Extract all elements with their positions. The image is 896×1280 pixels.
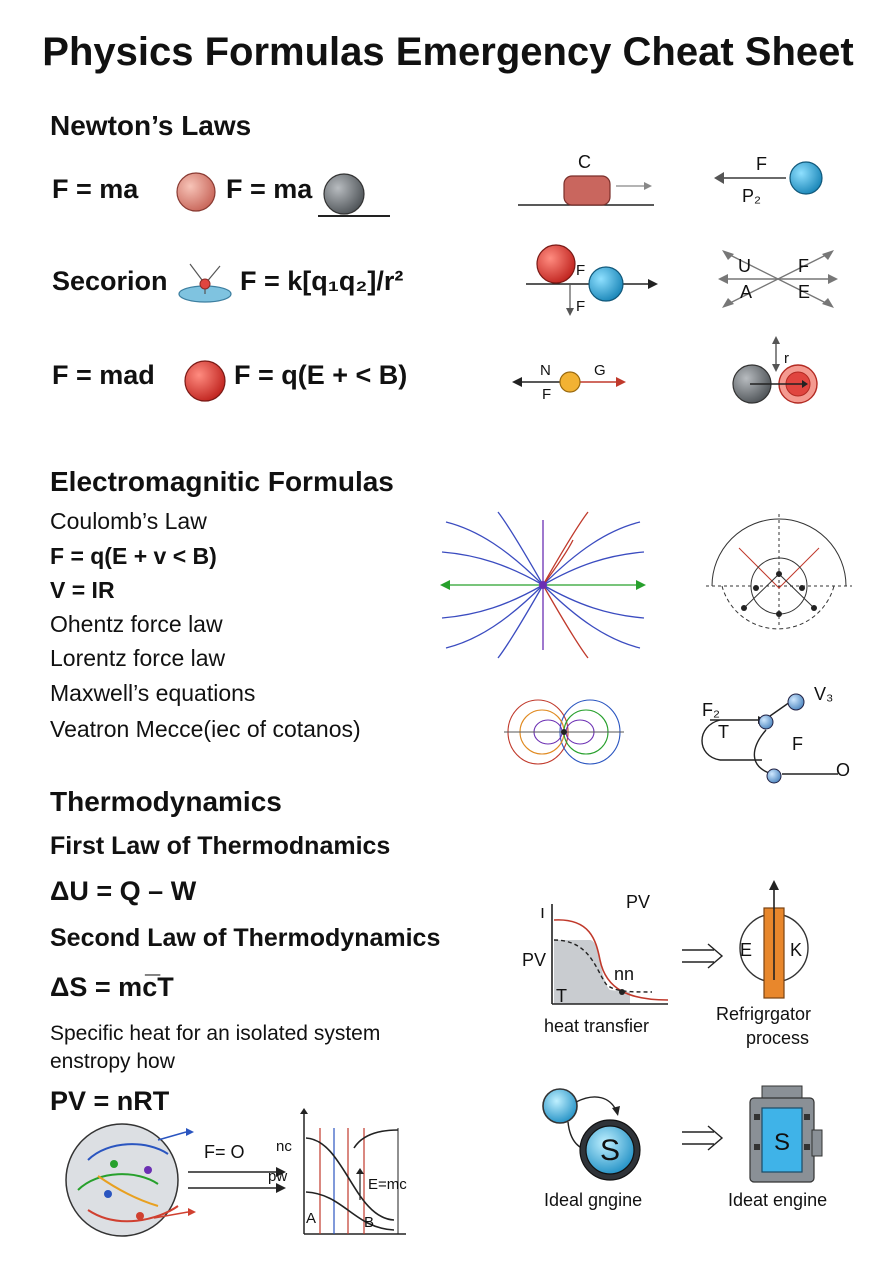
em-line-2: F = q(E + v < B): [50, 543, 217, 569]
cross-label-u: U: [738, 256, 751, 276]
em-heading: Electromagnitic Formulas: [50, 466, 394, 497]
pv-graph-label-nn: nn: [614, 964, 635, 984]
double-arrow-icon: [188, 1167, 286, 1193]
graph-label-a: A: [306, 1210, 317, 1227]
loop-label-f2: F₂: [702, 700, 720, 720]
loop-label-t: T: [718, 722, 729, 742]
engine-2-caption: Ideat engine: [728, 1190, 828, 1210]
ideal-gas-equation: PV = nRT: [50, 1086, 170, 1116]
charge-loop-diagram: [701, 693, 838, 784]
em-line-3: V = IR: [50, 577, 115, 603]
gas-container-diagram: [65, 1123, 196, 1237]
first-law-equation: ΔU = Q – W: [50, 876, 197, 906]
ball-momentum-label: P₂: [742, 186, 761, 206]
red-ball-icon: [184, 360, 226, 402]
thermo-description-2: enstropy how: [50, 1050, 175, 1073]
newton-formula-3b: F = q(E + < B): [234, 360, 408, 390]
pv-graph-caption: heat transfier: [544, 1016, 650, 1036]
cross-label-a: A: [740, 282, 753, 302]
thermo-heading: Thermodynamics: [50, 786, 282, 817]
bead-label-n: N: [540, 362, 551, 379]
pv-graph-label-t: T: [556, 986, 567, 1006]
gas-force-label: F= O: [204, 1142, 245, 1162]
graph-label-emc: E=mc: [368, 1176, 407, 1193]
bead-label-f: F: [542, 386, 552, 403]
page-title: Physics Formulas Emergency Cheat Sheet: [42, 30, 854, 74]
circular-field-diagram: [706, 514, 852, 630]
ball-force-diagram: [714, 161, 823, 195]
svg-text:S: S: [600, 1134, 620, 1167]
ball-force-label: F: [756, 154, 767, 174]
thermo-description-1: Specific heat for an isolated system: [50, 1022, 381, 1045]
graph-label-pw: pw: [268, 1168, 288, 1185]
implies-arrow-icon: [682, 943, 724, 969]
first-law-heading: First Law of Thermodnamics: [50, 832, 391, 860]
interaction-pair-diagram: [732, 336, 818, 404]
cross-label-e: E: [798, 282, 811, 302]
fridge-caption-1: Refrigrgator: [716, 1004, 812, 1024]
newton-heading: Newton’s Laws: [50, 110, 252, 141]
loop-label-v3: V₃: [814, 684, 834, 704]
svg-text:S: S: [774, 1129, 790, 1156]
pv-graph-diagram: [551, 904, 669, 1005]
electric-field-lines-diagram: [440, 511, 646, 659]
gray-ball-icon: [318, 173, 390, 217]
bead-forces-diagram: [512, 371, 626, 393]
second-law-equation: ΔS = mc̅T: [50, 972, 174, 1002]
fridge-label-k: K: [790, 940, 803, 960]
ball-icon: [176, 172, 216, 212]
newton-formula-1b: F = ma: [226, 174, 313, 204]
cross-label-f: F: [798, 256, 809, 276]
em-line-4: Ohentz force law: [50, 611, 223, 637]
pv-graph-label-top: PV: [626, 892, 651, 912]
refrigerator-diagram: [739, 880, 809, 999]
newton-formula-2b: F = k[q₁q₂]/r²: [240, 266, 404, 296]
two-balls-diagram: [526, 244, 658, 316]
block-on-surface-diagram: [518, 175, 654, 206]
two-balls-force-b: F: [576, 298, 586, 315]
implies-arrow-icon-2: [682, 1125, 724, 1151]
ideal-engine-diagram-1: S: [542, 1088, 641, 1181]
fridge-caption-2: process: [746, 1028, 810, 1048]
em-line-6: Maxwell’s equations: [50, 680, 256, 706]
two-balls-force-a: F: [576, 262, 586, 279]
second-law-heading: Second Law of Thermodynamics: [50, 924, 441, 952]
loop-label-f: F: [792, 734, 803, 754]
energy-graph-diagram: [300, 1108, 406, 1235]
em-line-7: Veatron Mecce(iec of cotanos): [50, 716, 361, 742]
newton-formula-2a: Secorion: [52, 266, 168, 296]
em-line-5: Lorentz force law: [50, 645, 226, 671]
fridge-label-e: E: [740, 940, 753, 960]
newton-formula-1a: F = ma: [52, 174, 139, 204]
charge-dish-icon: [178, 263, 232, 303]
block-label: C: [578, 152, 591, 172]
graph-label-nc: nc: [276, 1138, 292, 1155]
newton-formula-3a: F = mad: [52, 360, 155, 390]
pv-graph-label-left: PV: [522, 950, 547, 970]
pv-graph-axis-mark: ı: [540, 902, 546, 922]
bead-label-g: G: [594, 362, 606, 379]
ideal-engine-diagram-2: S: [749, 1085, 823, 1183]
em-line-1: Coulomb’s Law: [50, 508, 207, 534]
pair-label-r: r: [784, 350, 789, 367]
loop-label-o: O: [836, 760, 851, 780]
force-cross-diagram: [718, 250, 838, 308]
graph-label-b: B: [364, 1214, 375, 1231]
dipole-field-diagram: [504, 699, 624, 765]
engine-1-caption: Ideal gngine: [544, 1190, 643, 1210]
